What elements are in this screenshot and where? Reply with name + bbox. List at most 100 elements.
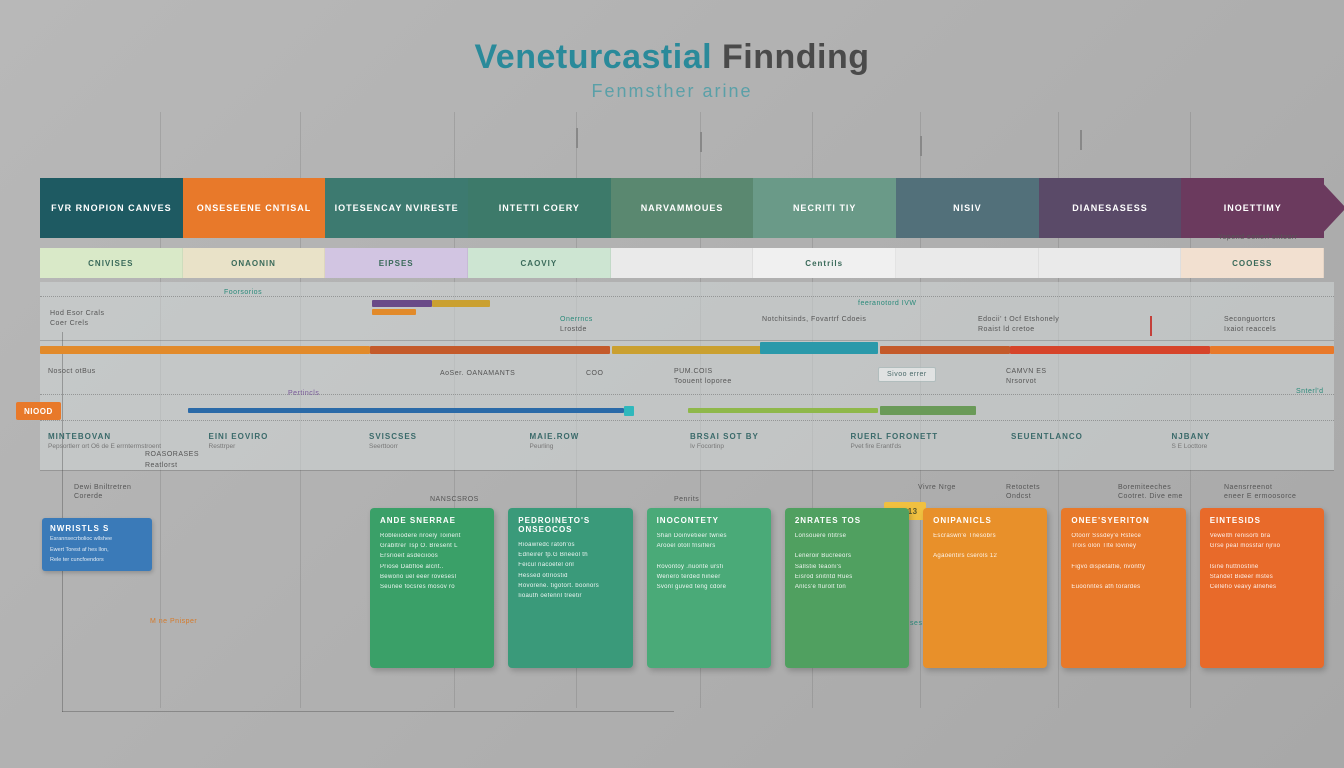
card-title: PEDROINETO'S ONSEOCOS	[518, 516, 622, 534]
card-line	[933, 572, 1037, 582]
row-subheading: Peurling	[530, 443, 675, 450]
timeline-bar	[688, 408, 878, 413]
sub-band-cell: Centrils	[753, 248, 896, 278]
timeline-bar	[188, 408, 624, 413]
card-line: Agaoentirs cserols 12	[933, 551, 1037, 561]
sub-band-cell: COOESS	[1181, 248, 1324, 278]
timeline-bar	[624, 406, 634, 416]
mini-card-line: Rele ter cuncfoendors	[50, 557, 144, 565]
card-line: Escraswn'e Tnesobrs	[933, 531, 1037, 541]
title-rest: Finnding	[712, 38, 869, 76]
card-line: Otoorr Sssdey'e Rstece	[1071, 531, 1175, 541]
row-heading: SVISCSES	[369, 432, 514, 441]
card-line: Grse peal mossfar njriio	[1210, 541, 1314, 551]
tick-mark	[1080, 130, 1082, 150]
annotation-label: Roaist ld cretoe	[978, 326, 1035, 335]
row-heading-cell: SVISCSESSeerttoorr	[361, 426, 522, 450]
annotation-label: Coer Crels	[50, 320, 88, 329]
card-line: Shan Doinvetieer twries	[657, 531, 761, 541]
sub-band-cell: CAOVIY	[468, 248, 611, 278]
card-line: Anlcs'e flurolt ton	[795, 582, 899, 592]
annotation-label: Foorsorios	[224, 289, 262, 298]
phase-header: NISIV	[896, 178, 1039, 238]
small-label: Vivre Nrge	[918, 484, 956, 493]
card-line: Vewelth renisorti bra	[1210, 531, 1314, 541]
timeline-bar	[370, 346, 610, 354]
card-line: Lonsouere ntitrse	[795, 531, 899, 541]
detail-card: ONEE'SYERITONOtoorr Sssdey'e RsteceTrois…	[1061, 508, 1185, 668]
phase-header: DIANESASESS	[1039, 178, 1182, 238]
row-heading-cell: SEUENTLANCO	[1003, 426, 1164, 450]
annotation-label: Reatlorst	[145, 462, 178, 471]
phase-header: NARVAMMOUES	[611, 178, 754, 238]
annotation-label: Ixaiot reaccels	[1224, 326, 1276, 335]
card-line	[1071, 572, 1175, 582]
sub-band-cell: EIPSES	[325, 248, 468, 278]
card-line	[795, 541, 899, 551]
row-heading-cell: MAIE.ROW Peurling	[522, 426, 683, 450]
timeline-bar	[1210, 346, 1334, 354]
annotation-label: Notchitsinds, Fovartrf Cdoeis	[762, 316, 866, 325]
small-label: Retoctets Ondcst	[1006, 484, 1040, 502]
row-heading-cell: NJBANY S E Locttore	[1164, 426, 1325, 450]
card-line: Rovontoy .nuonte ursfi	[657, 562, 761, 572]
title-block: Veneturcastial Finnding Fenmsther arine	[474, 38, 869, 102]
small-label: Dewi Bniltretren Corerde	[74, 484, 131, 502]
timeline-bar	[612, 346, 762, 354]
annotation-label: Nrsorvot	[1006, 378, 1036, 387]
annotation-label: Yopend eonerl ontoorr	[1218, 234, 1298, 243]
detail-card: 2NRATES TOSLonsouere ntitrse Leneroir Bu…	[785, 508, 909, 668]
card-line: Trois olon Tlte loviney	[1071, 541, 1175, 551]
small-label: Naensrreenot eneer E ermoosorce	[1224, 484, 1296, 502]
mini-card-title: NWRISTLS S	[50, 524, 144, 533]
row-subheading: Iv Focortinp	[690, 443, 835, 450]
sub-band-cell	[1039, 248, 1182, 278]
annotation-label: Edocii' t Ocf Etshonely	[978, 316, 1059, 325]
card-line: Robleiiodere nroely Toinent	[380, 531, 484, 541]
annotation-label: Toouent loporee	[674, 378, 732, 387]
detail-card: EINTESIDS Vewelth renisorti braGrse peal …	[1200, 508, 1324, 668]
annotation-label: PUM.COIS	[674, 368, 713, 377]
card-title: 2NRATES TOS	[795, 516, 899, 525]
card-line: Sallstie teaoni's	[795, 562, 899, 572]
row-heading-cell: BRSAI SOT BYIv Focortinp	[682, 426, 843, 450]
row-heading: MAIE.ROW	[530, 432, 675, 441]
row-subheading: S E Locttore	[1172, 443, 1317, 450]
annotation-label: ROASORASES	[145, 451, 199, 460]
phase-header: IOTESENCAY NVIRESTE	[325, 178, 468, 238]
card-line: Isine huttnostine	[1210, 562, 1314, 572]
card-line: Wenero terded hineer	[657, 572, 761, 582]
card-title: EINTESIDS	[1210, 516, 1314, 525]
row-subheading: Pepsortlerr ort O6 de E errntermstroent	[48, 443, 193, 450]
card-line: Edneirer fp.G Bneeol th	[518, 550, 622, 560]
card-line: Svonl guved teng cdore	[657, 582, 761, 592]
sub-band-cell: CNIVISES	[40, 248, 183, 278]
annotation-label: Nosoct otBus	[48, 368, 96, 377]
card-title: ANDE SNERRAE	[380, 516, 484, 525]
row-heading: MINTEBOVAN	[48, 432, 193, 441]
annotation-label: Snterl'd	[1296, 388, 1324, 397]
annotation-label: feeranotord IVW	[858, 300, 916, 309]
card-title: INOCONTETY	[657, 516, 761, 525]
mini-card: NWRISTLS SEsrannsecrbolioc wllsheeEwert …	[42, 518, 152, 571]
detail-card: ONIPANICLS Escraswn'e Tnesobrs Agaoentirs…	[923, 508, 1047, 668]
h-rule	[40, 420, 1334, 421]
sub-band-cell	[611, 248, 754, 278]
badge: Sivoo errer	[878, 367, 936, 382]
row-heading: NJBANY	[1172, 432, 1317, 441]
timeline-bar	[880, 346, 1010, 354]
card-line: Seunee focsres mosov ro	[380, 582, 484, 592]
card-line: Cellefio veavy alnehes	[1210, 582, 1314, 592]
card-line: Eisrod snitntd Rues	[795, 572, 899, 582]
row-heading: Ruerl Foronett	[851, 432, 996, 441]
annotation-label: Seconguortcrs	[1224, 316, 1276, 325]
annotation-label: Pertincls	[288, 390, 319, 399]
timeline-bar	[1010, 346, 1210, 354]
annotation-label: AoSer. OANAMANTS	[440, 370, 515, 379]
tick-mark	[920, 136, 922, 156]
card-line: Hessed otlriostid	[518, 571, 622, 581]
annotation-label: Lrostde	[560, 326, 587, 335]
page-title: Veneturcastial Finnding	[474, 38, 869, 77]
phase-header: INTETTI COERY	[468, 178, 611, 238]
card-title: ONIPANICLS	[933, 516, 1037, 525]
